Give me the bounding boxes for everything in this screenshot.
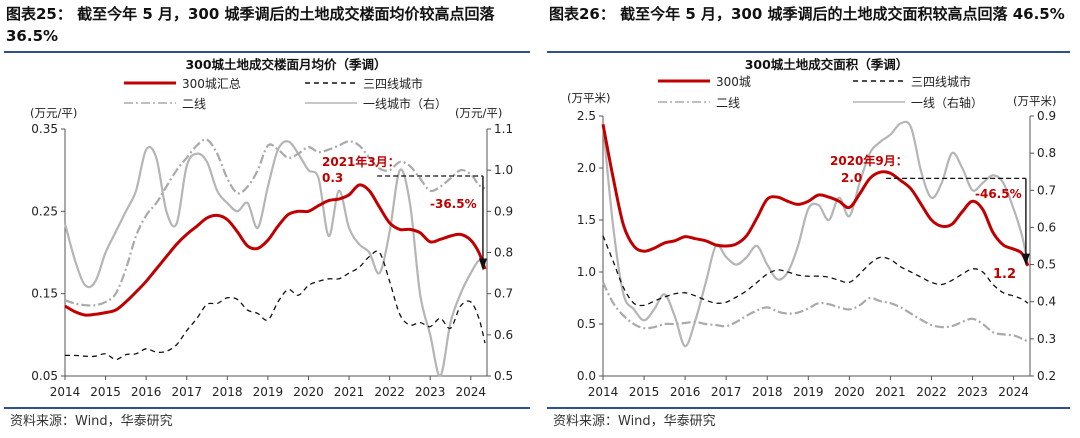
right-y-left-tick-4: 2.0 [577, 161, 596, 175]
left-x-tick-3: 2017 [171, 385, 202, 399]
right-x-tick-7: 2021 [875, 385, 906, 399]
left-legend-label-2: 二线 [182, 97, 206, 111]
left-series-line-2 [64, 138, 486, 307]
right-current-label: 1.2 [993, 267, 1016, 282]
right-chart-title: 300城土地成交面积（季调） [745, 57, 909, 72]
right-x-tick-6: 2020 [834, 385, 865, 399]
left-peak-value: 0.3 [322, 171, 343, 185]
left-legend-label-0: 300城汇总 [182, 77, 241, 91]
right-legend-label-2: 二线 [716, 96, 740, 110]
right-y-right-tick-7: 0.9 [1037, 109, 1056, 123]
right-legend-label-1: 三四线城市 [911, 74, 971, 89]
left-y-right-tick-1: 0.6 [494, 328, 513, 342]
right-x-tick-0: 2014 [588, 385, 619, 399]
right-y-right-tick-0: 0.2 [1037, 369, 1056, 383]
left-legend-label-1: 三四线城市 [363, 76, 423, 91]
left-x-tick-7: 2021 [334, 385, 365, 399]
left-drop-label: -36.5% [430, 197, 477, 211]
left-y-left-tick-0: 0.05 [31, 369, 58, 383]
left-heading: 图表25： 截至今年 5 月，300 城季调后的土地成交楼面均价较高点回落 36… [6, 5, 495, 45]
left-y-left-tick-3: 0.35 [31, 122, 58, 136]
left-panel: 图表25： 截至今年 5 月，300 城季调后的土地成交楼面均价较高点回落 36… [4, 5, 530, 429]
left-y-right-tick-4: 0.9 [494, 204, 513, 218]
left-y-left-unit: (万元/平) [30, 106, 77, 120]
left-x-tick-5: 2019 [253, 385, 284, 399]
right-series-line-2 [602, 281, 1029, 343]
right-arrow-head [1021, 253, 1030, 266]
left-x-tick-8: 2022 [374, 385, 405, 399]
right-y-right-unit: (万平米) [1013, 94, 1056, 108]
left-x-tick-1: 2015 [90, 385, 121, 399]
right-series-line-3 [601, 120, 1029, 348]
right-y-left-tick-3: 1.5 [577, 213, 596, 227]
right-x-tick-4: 2018 [752, 385, 783, 399]
left-x-tick-4: 2018 [212, 385, 243, 399]
right-drop-label: -46.5% [975, 187, 1022, 201]
left-bottom-divider [4, 407, 530, 409]
right-x-tick-3: 2017 [711, 385, 742, 399]
right-y-right-tick-4: 0.6 [1037, 220, 1056, 234]
left-y-left-tick-2: 0.25 [31, 204, 58, 218]
right-divider [547, 51, 1070, 53]
left-series-line-3 [63, 140, 486, 378]
right-series-line-1 [602, 235, 1029, 307]
left-y-right-tick-5: 1.0 [494, 163, 513, 177]
left-y-right-tick-2: 0.7 [494, 287, 513, 301]
right-x-tick-5: 2019 [793, 385, 824, 399]
right-y-left-tick-2: 1.0 [577, 265, 596, 279]
right-y-right-tick-6: 0.8 [1037, 146, 1056, 160]
left-x-tick-2: 2016 [131, 385, 162, 399]
left-arrow-head [478, 258, 487, 271]
left-y-left-tick-1: 0.15 [31, 287, 58, 301]
right-series-line-0 [601, 124, 1030, 267]
left-legend-label-3: 一线城市（右） [363, 96, 447, 111]
left-x-tick-10: 2024 [455, 385, 486, 399]
right-bottom-divider [547, 407, 1070, 409]
right-legend-label-0: 300城 [716, 75, 751, 89]
left-source: 资料来源：Wind，华泰研究 [10, 414, 173, 429]
right-x-tick-2: 2016 [670, 385, 701, 399]
right-peak-value: 2.0 [841, 171, 862, 185]
right-y-left-unit: (万平米) [567, 91, 610, 105]
left-divider [4, 51, 530, 53]
left-x-tick-9: 2023 [415, 385, 446, 399]
right-peak-label: 2020年9月： [830, 153, 908, 168]
right-heading: 图表26： 截至今年 5 月，300 城季调后的土地成交面积较高点回落 46.5… [549, 5, 1065, 23]
right-legend-label-3: 一线（右轴） [911, 95, 983, 110]
right-y-right-tick-2: 0.4 [1037, 295, 1056, 309]
right-panel: 图表26： 截至今年 5 月，300 城季调后的土地成交面积较高点回落 46.5… [543, 0, 1080, 438]
right-x-tick-1: 2015 [629, 385, 660, 399]
right-x-tick-8: 2022 [916, 385, 947, 399]
right-y-left-tick-1: 0.5 [577, 317, 596, 331]
right-y-left-tick-5: 2.5 [577, 109, 596, 123]
left-y-right-tick-3: 0.8 [494, 246, 513, 260]
left-y-right-tick-6: 1.1 [494, 122, 513, 136]
right-y-left-tick-0: 0.0 [577, 369, 596, 383]
left-x-tick-6: 2020 [293, 385, 324, 399]
left-y-right-tick-0: 0.5 [494, 369, 513, 383]
left-series-line-1 [64, 250, 486, 361]
right-y-right-tick-5: 0.7 [1037, 183, 1056, 197]
left-x-tick-0: 2014 [50, 385, 81, 399]
right-x-tick-9: 2023 [957, 385, 988, 399]
left-peak-label: 2021年3月： [322, 154, 400, 169]
right-source: 资料来源：Wind，华泰研究 [553, 414, 716, 429]
right-x-tick-10: 2024 [998, 385, 1029, 399]
left-series-line-0 [64, 183, 487, 317]
right-y-right-tick-3: 0.5 [1037, 258, 1056, 272]
right-y-right-tick-1: 0.3 [1037, 332, 1056, 346]
left-chart-title: 300城土地成交楼面月均价（季调） [185, 57, 386, 72]
left-y-right-unit: (万元/平) [455, 106, 502, 120]
